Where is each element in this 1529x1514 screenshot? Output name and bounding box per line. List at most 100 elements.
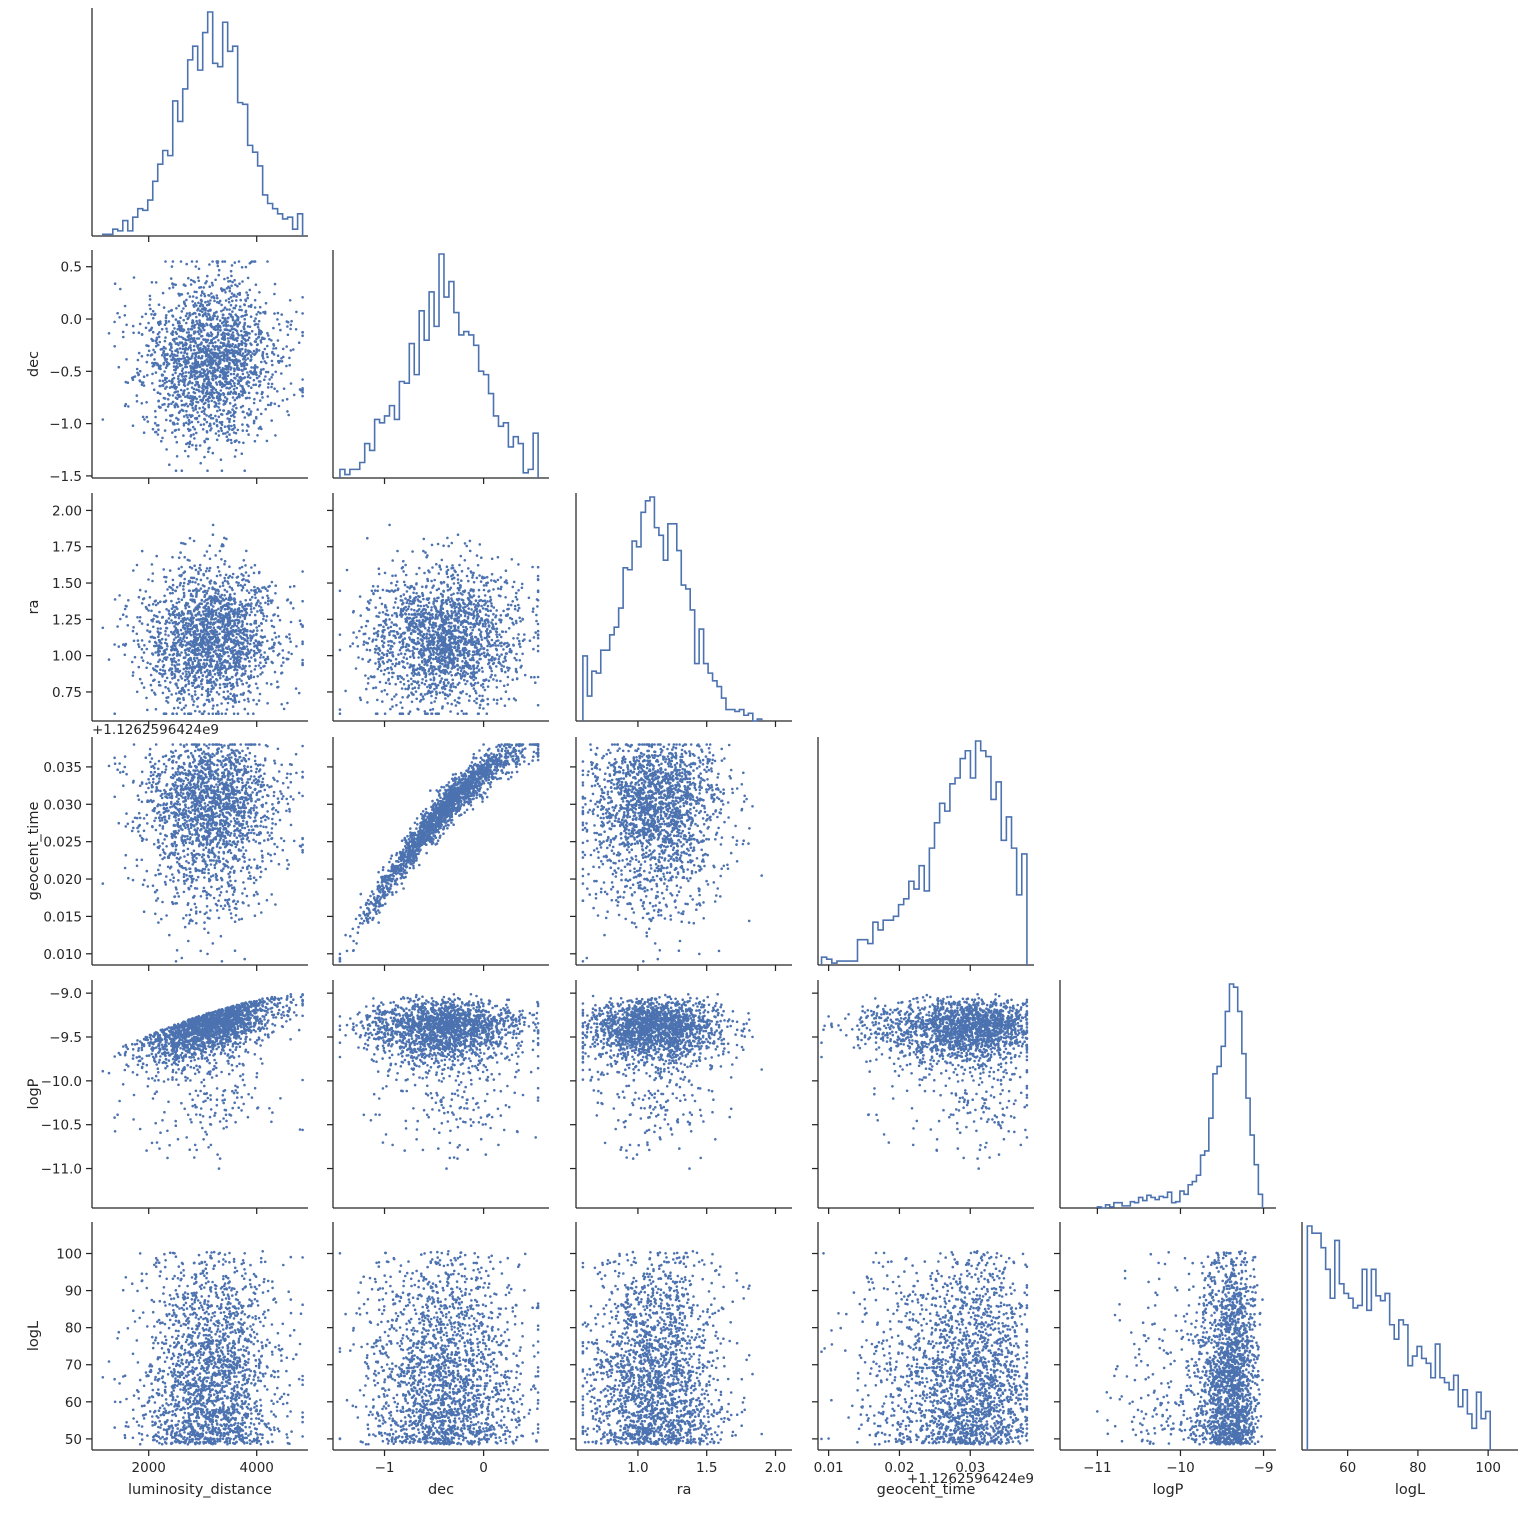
scatter-point (212, 669, 215, 672)
scatter-point (154, 351, 157, 354)
scatter-point (154, 422, 157, 425)
scatter-point (172, 356, 175, 359)
scatter-point (255, 313, 258, 316)
scatter-point (218, 366, 221, 369)
scatter-point (245, 682, 248, 685)
scatter-point (301, 391, 304, 394)
scatter-point (191, 407, 194, 410)
scatter-point (165, 316, 168, 319)
scatter-point (246, 412, 249, 415)
scatter-point (271, 364, 274, 367)
scatter-point (219, 356, 222, 359)
scatter-point (238, 441, 241, 444)
scatter-point (301, 395, 304, 398)
scatter-point (232, 335, 235, 338)
scatter-point (213, 297, 216, 300)
scatter-point (164, 347, 167, 350)
scatter-point (176, 455, 179, 458)
scatter-point (277, 339, 280, 342)
scatter-point (218, 363, 221, 366)
scatter-point (191, 300, 194, 303)
scatter-point (248, 381, 251, 384)
scatter-point (286, 702, 289, 705)
scatter-point (116, 312, 119, 315)
scatter-point (177, 378, 180, 381)
scatter-point (201, 399, 204, 402)
scatter-point (198, 710, 201, 713)
scatter-point (234, 455, 237, 458)
scatter-point (285, 365, 288, 368)
scatter-point (234, 440, 237, 443)
scatter-point (204, 408, 207, 411)
scatter-point (263, 379, 266, 382)
scatter-point (232, 319, 235, 322)
scatter-point (136, 691, 139, 694)
scatter-point (226, 590, 229, 593)
scatter-point (220, 558, 223, 561)
scatter-point (236, 339, 239, 342)
scatter-point (255, 383, 258, 386)
scatter-point (165, 620, 168, 623)
scatter-point (215, 381, 218, 384)
scatter-point (217, 710, 220, 713)
scatter-point (170, 402, 173, 405)
scatter-point (236, 337, 239, 340)
scatter-point (244, 584, 247, 587)
scatter-point (231, 300, 234, 303)
scatter-point (289, 328, 292, 331)
scatter-point (193, 281, 196, 284)
scatter-point (255, 371, 258, 374)
scatter-point (222, 324, 225, 327)
scatter-point (230, 304, 233, 307)
scatter-point (233, 349, 236, 352)
scatter-point (298, 341, 301, 344)
scatter-point (138, 646, 141, 649)
scatter-point (243, 699, 246, 702)
scatter-point (217, 649, 220, 652)
scatter-point (230, 425, 233, 428)
scatter-point (172, 331, 175, 334)
scatter-point (177, 679, 180, 682)
scatter-point (172, 324, 175, 327)
scatter-point (250, 566, 253, 569)
scatter-point (191, 595, 194, 598)
scatter-point (143, 644, 146, 647)
scatter-point (248, 665, 251, 668)
scatter-point (217, 265, 220, 268)
scatter-point (146, 648, 149, 651)
scatter-point (218, 381, 221, 384)
scatter-point (192, 340, 195, 343)
scatter-point (197, 276, 200, 279)
scatter-point (216, 691, 219, 694)
scatter-point (132, 671, 135, 674)
scatter-point (189, 341, 192, 344)
scatter-point (243, 331, 246, 334)
scatter-point (188, 446, 191, 449)
scatter-point (152, 317, 155, 320)
scatter-point (222, 584, 225, 587)
scatter-point (301, 334, 304, 337)
scatter-point (227, 582, 230, 585)
scatter-point (162, 380, 165, 383)
scatter-point (224, 291, 227, 294)
scatter-point (177, 390, 180, 393)
scatter-point (252, 629, 255, 632)
scatter-point (272, 347, 275, 350)
scatter-point (231, 310, 234, 313)
scatter-point (161, 404, 164, 407)
scatter-point (211, 284, 214, 287)
scatter-point (195, 265, 198, 268)
scatter-point (178, 691, 181, 694)
scatter-point (207, 317, 210, 320)
scatter-point (172, 394, 175, 397)
scatter-point (219, 409, 222, 412)
scatter-point (268, 378, 271, 381)
scatter-point (149, 298, 152, 301)
scatter-point (175, 429, 178, 432)
scatter-point (184, 605, 187, 608)
scatter-point (207, 345, 210, 348)
scatter-point (227, 411, 230, 414)
scatter-point (269, 404, 272, 407)
scatter-point (272, 327, 275, 330)
scatter-point (153, 645, 156, 648)
